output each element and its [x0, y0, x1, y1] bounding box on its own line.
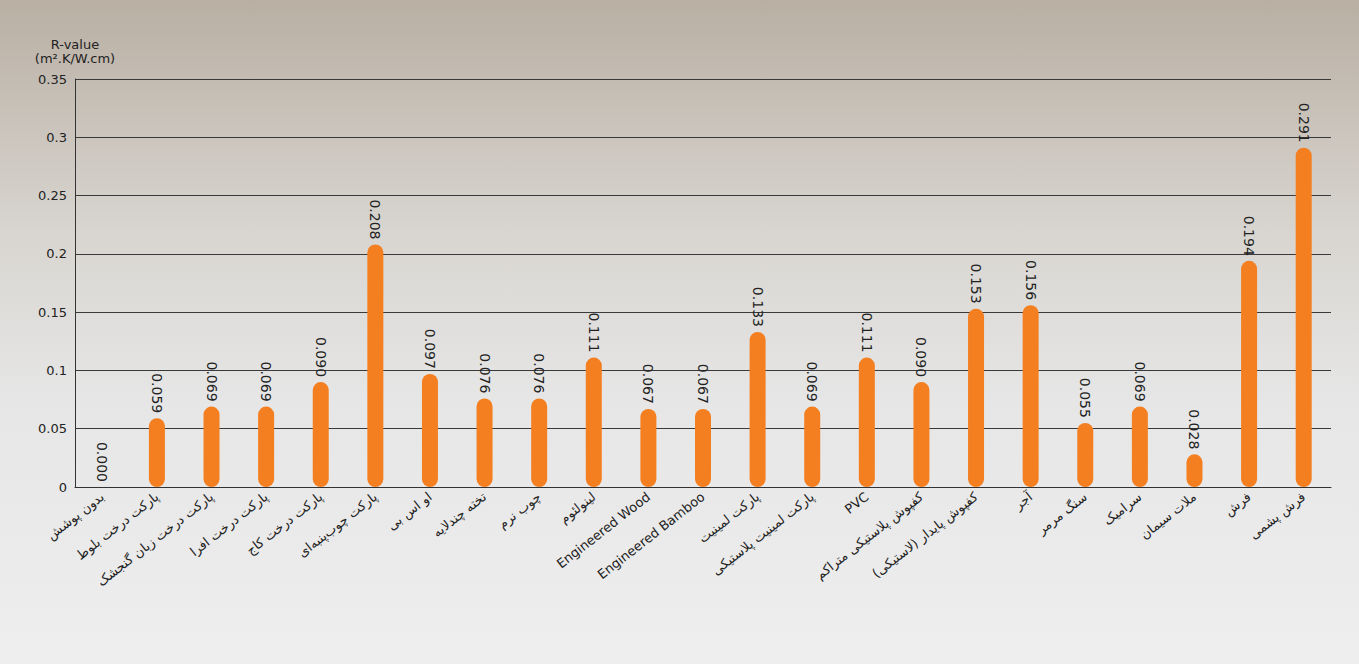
svg-text:0.15: 0.15: [38, 305, 67, 320]
svg-text:0.069: 0.069: [804, 361, 820, 401]
svg-text:0.059: 0.059: [149, 373, 165, 413]
svg-text:0.076: 0.076: [531, 353, 547, 393]
svg-text:0.055: 0.055: [1077, 378, 1093, 418]
svg-text:0.000: 0.000: [94, 442, 110, 482]
svg-text:تخته چندلایه: تخته چندلایه: [430, 489, 490, 540]
svg-text:او اس بی: او اس بی: [384, 489, 435, 534]
svg-text:0.067: 0.067: [695, 364, 711, 404]
svg-text:0.208: 0.208: [367, 199, 383, 239]
svg-text:0.153: 0.153: [968, 264, 984, 304]
svg-text:کفپوش پلاستیکی متراکم: کفپوش پلاستیکی متراکم: [812, 489, 927, 583]
svg-text:0.069: 0.069: [204, 361, 220, 401]
svg-text:0.067: 0.067: [640, 364, 656, 404]
svg-text:کفپوش پایدار (لاستیکی): کفپوش پایدار (لاستیکی): [869, 489, 982, 582]
svg-text:0.3: 0.3: [46, 130, 67, 145]
svg-text:0.194: 0.194: [1241, 216, 1257, 256]
svg-text:0.291: 0.291: [1296, 103, 1312, 143]
svg-text:چوب نرم: چوب نرم: [495, 489, 544, 532]
svg-text:ملات سیمان: ملات سیمان: [1137, 489, 1199, 542]
svg-text:0.111: 0.111: [586, 313, 602, 353]
svg-text:لینولئوم: لینولئوم: [557, 489, 599, 527]
svg-text:Engineered Bamboo: Engineered Bamboo: [595, 489, 708, 582]
svg-text:0.25: 0.25: [38, 188, 67, 203]
svg-text:سرامیک: سرامیک: [1100, 489, 1145, 529]
svg-text:0.090: 0.090: [313, 337, 329, 377]
svg-text:آجر: آجر: [1010, 487, 1037, 513]
svg-text:پارکت درخت زبان گنجشک: پارکت درخت زبان گنجشک: [94, 489, 217, 590]
svg-text:0.133: 0.133: [750, 287, 766, 327]
svg-text:پارکت درخت کاج: پارکت درخت کاج: [243, 489, 326, 558]
svg-text:0.156: 0.156: [1023, 260, 1039, 300]
svg-text:0.069: 0.069: [1132, 361, 1148, 401]
svg-text:Engineered Wood: Engineered Wood: [554, 489, 653, 571]
svg-text:0.076: 0.076: [477, 353, 493, 393]
svg-text:0: 0: [59, 480, 67, 495]
svg-text:R-value: R-value: [51, 37, 99, 52]
svg-text:فرش: فرش: [1221, 489, 1254, 520]
svg-text:0.069: 0.069: [258, 361, 274, 401]
svg-text:(m².K/W.cm): (m².K/W.cm): [35, 51, 115, 66]
svg-text:پارکت چوب‌پنبه‌ای: پارکت چوب‌پنبه‌ای: [295, 489, 381, 561]
svg-text:0.05: 0.05: [38, 421, 67, 436]
svg-text:0.097: 0.097: [422, 329, 438, 369]
svg-text:پارکت درخت بلوط: پارکت درخت بلوط: [73, 489, 162, 563]
svg-text:پارکت درخت افرا: پارکت درخت افرا: [187, 489, 271, 560]
svg-text:PVC: PVC: [842, 489, 872, 517]
svg-text:0.028: 0.028: [1186, 409, 1202, 449]
svg-text:پارکت لمینیت پلاستیکی: پارکت لمینیت پلاستیکی: [709, 489, 818, 579]
svg-text:0.111: 0.111: [859, 313, 875, 353]
svg-text:0.1: 0.1: [46, 363, 67, 378]
svg-text:فرش پشمی: فرش پشمی: [1246, 489, 1309, 543]
svg-text:0.2: 0.2: [46, 246, 67, 261]
svg-text:بدون پوشش: بدون پوشش: [44, 489, 107, 543]
svg-text:0.35: 0.35: [38, 72, 67, 87]
svg-text:0.090: 0.090: [913, 337, 929, 377]
svg-text:سنگ مرمر: سنگ مرمر: [1033, 489, 1090, 538]
